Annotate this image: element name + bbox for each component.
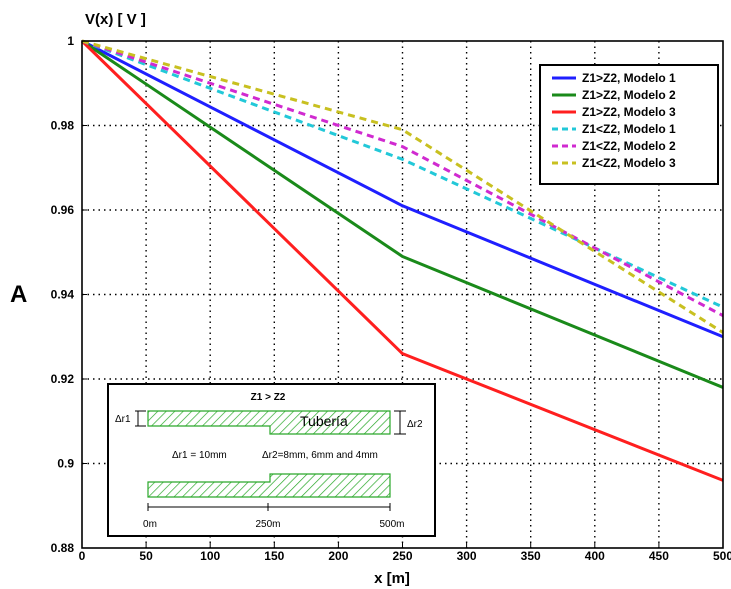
x-axis-label: x [m] (374, 570, 410, 587)
x-tick-label: 400 (585, 549, 605, 563)
dr2-value: Δr2=8mm, 6mm and 4mm (262, 450, 378, 461)
y-tick-label: 1 (67, 34, 74, 48)
x-tick-label: 150 (264, 549, 284, 563)
inset-title: Z1 > Z2 (251, 392, 286, 403)
pos-0m: 0m (143, 519, 157, 530)
legend-label-3: Z1>Z2, Modelo 3 (582, 105, 676, 119)
pos-250m: 250m (255, 519, 280, 530)
x-tick-label: 50 (139, 549, 153, 563)
pos-500m: 500m (379, 519, 404, 530)
y-tick-label: 0.98 (51, 119, 75, 133)
x-tick-label: 250 (392, 549, 412, 563)
x-tick-label: 300 (457, 549, 477, 563)
x-tick-label: 200 (328, 549, 348, 563)
series-layer (80, 39, 724, 482)
y-tick-label: 0.96 (51, 203, 75, 217)
y-tick-label: 0.9 (57, 457, 74, 471)
series-line-1 (81, 39, 724, 339)
y-tick-label: 0.94 (51, 288, 75, 302)
dr1-value: Δr1 = 10mm (172, 450, 227, 461)
y-axis-label: V(x) [ V ] (85, 11, 146, 28)
y-tick-label: 0.88 (51, 541, 75, 555)
legend-label-1: Z1>Z2, Modelo 1 (582, 71, 676, 85)
dr2-label: Δr2 (407, 419, 423, 430)
x-tick-label: 0 (79, 549, 86, 563)
legend-label-5: Z1<Z2, Modelo 2 (582, 139, 676, 153)
y-tick-label: 0.92 (51, 372, 75, 386)
series-line-3 (80, 39, 724, 482)
legend-label-2: Z1>Z2, Modelo 2 (582, 88, 676, 102)
legend-label-6: Z1<Z2, Modelo 3 (582, 156, 676, 170)
panel-label: A (10, 281, 27, 308)
legend: Z1>Z2, Modelo 1 Z1>Z2, Modelo 2 Z1>Z2, Mod… (539, 64, 719, 185)
series-line-6 (81, 39, 724, 334)
x-tick-label: 100 (200, 549, 220, 563)
series-line-2 (81, 39, 724, 389)
x-tick-label: 350 (521, 549, 541, 563)
legend-label-4: Z1<Z2, Modelo 1 (582, 122, 676, 136)
pipe-upper (147, 410, 391, 435)
inset-diagram: Z1 > Z2 Tubería Δr1 Δr2 Δr1 = 10mm Δr2=8… (107, 383, 436, 537)
series-line-5 (81, 39, 724, 317)
x-tick-label: 500 (713, 549, 731, 563)
pipe-label: Tubería (300, 413, 348, 429)
x-tick-label: 450 (649, 549, 669, 563)
tick-labels: 0 50 100 150 200 250 300 350 400 450 500 0.88 0.9 0.9… (51, 34, 731, 563)
pipe-lower (147, 473, 391, 498)
dr1-label: Δr1 (115, 414, 131, 425)
